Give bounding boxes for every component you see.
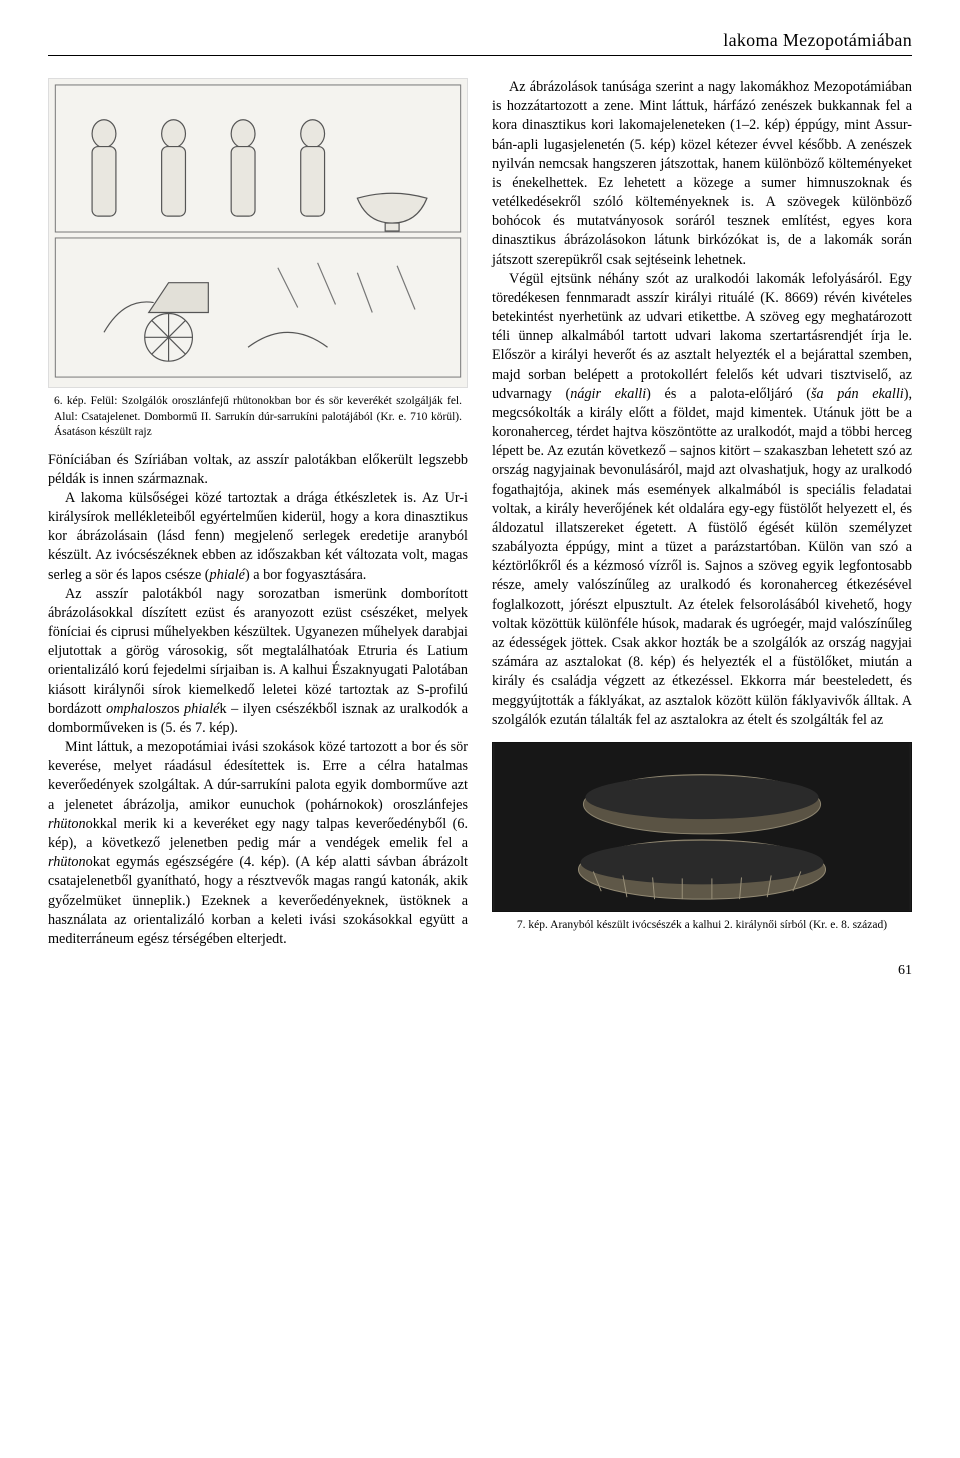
text-run: ) és a palota-előljáró ( <box>646 386 811 402</box>
left-paragraph-2: A lakoma külsőségei közé tartoztak a drá… <box>48 489 468 585</box>
figure-7-caption: 7. kép. Aranyból készült ivócsészék a ka… <box>492 912 912 934</box>
right-paragraph-1: Az ábrázolások tanúsága szerint a nagy l… <box>492 78 912 270</box>
right-paragraph-2: Végül ejtsünk néhány szót az uralkodói l… <box>492 270 912 730</box>
two-column-layout: 6. kép. Felül: Szolgálók oroszlánfejű rh… <box>48 78 912 949</box>
italic-term: phialé <box>210 567 245 583</box>
figure-6: 6. kép. Felül: Szolgálók oroszlánfejű rh… <box>48 78 468 441</box>
relief-illustration-icon <box>49 79 467 387</box>
text-run: okat egymás egészségére (4. kép). (A kép… <box>48 854 468 947</box>
italic-term: ša pán ekalli <box>811 386 904 402</box>
italic-term: rhüton <box>48 816 86 832</box>
italic-term: phialé <box>184 701 219 717</box>
figure-6-caption: 6. kép. Felül: Szolgálók oroszlánfejű rh… <box>48 388 468 441</box>
header-rule <box>48 55 912 56</box>
figure-7-image <box>492 742 912 912</box>
text-run: os <box>167 701 184 717</box>
text-run: Az asszír palotákból nagy sorozatban ism… <box>48 586 468 717</box>
page-number: 61 <box>48 963 912 979</box>
left-paragraph-1: Föníciában és Szíriában voltak, az asszí… <box>48 451 468 489</box>
right-column: Az ábrázolások tanúsága szerint a nagy l… <box>492 78 912 949</box>
left-paragraph-4: Mint láttuk, a mezopotámiai ivási szokás… <box>48 738 468 949</box>
left-column: 6. kép. Felül: Szolgálók oroszlánfejű rh… <box>48 78 468 949</box>
figure-6-image <box>48 78 468 388</box>
left-paragraph-3: Az asszír palotákból nagy sorozatban ism… <box>48 585 468 738</box>
gold-bowls-icon <box>493 743 911 911</box>
text-run: ) a bor fogyasztására. <box>245 567 366 583</box>
italic-term: omphalosz <box>106 701 167 717</box>
italic-term: rhüton <box>48 854 86 870</box>
running-head: lakoma Mezopotámiában <box>48 30 912 51</box>
text-run: Végül ejtsünk néhány szót az uralkodói l… <box>492 271 912 402</box>
text-run: okkal merik ki a keveréket egy nagy talp… <box>48 816 468 851</box>
text-run: ), megcsókolták a király előtt a földet,… <box>492 386 912 728</box>
text-run: Mint láttuk, a mezopotámiai ivási szokás… <box>48 739 468 813</box>
figure-7: 7. kép. Aranyból készült ivócsészék a ka… <box>492 742 912 934</box>
italic-term: nágir ekalli <box>570 386 646 402</box>
